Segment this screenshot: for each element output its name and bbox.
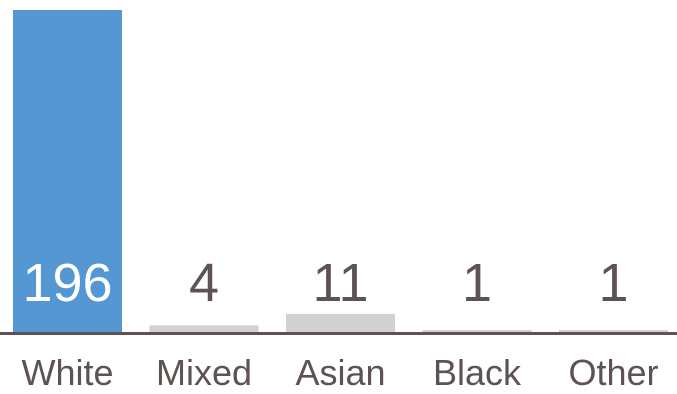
category-label-black: Black (433, 352, 522, 393)
bar-black (422, 330, 532, 332)
category-labels-group: White Mixed Asian Black Other (21, 352, 658, 393)
category-label-other: Other (568, 352, 658, 393)
bars-group (13, 10, 668, 332)
value-label-other: 1 (598, 253, 628, 313)
bar-asian (286, 313, 395, 332)
bar-other (559, 330, 668, 332)
bar-mixed (149, 325, 259, 332)
category-label-mixed: Mixed (156, 352, 252, 393)
value-label-white: 196 (22, 253, 112, 313)
value-label-mixed: 4 (189, 253, 219, 313)
value-label-asian: 11 (312, 253, 368, 313)
category-label-asian: Asian (295, 352, 385, 393)
bar-white (13, 10, 122, 332)
category-label-white: White (21, 352, 113, 393)
value-label-black: 1 (462, 253, 492, 313)
value-labels-group: 196 4 11 1 1 (22, 253, 628, 313)
